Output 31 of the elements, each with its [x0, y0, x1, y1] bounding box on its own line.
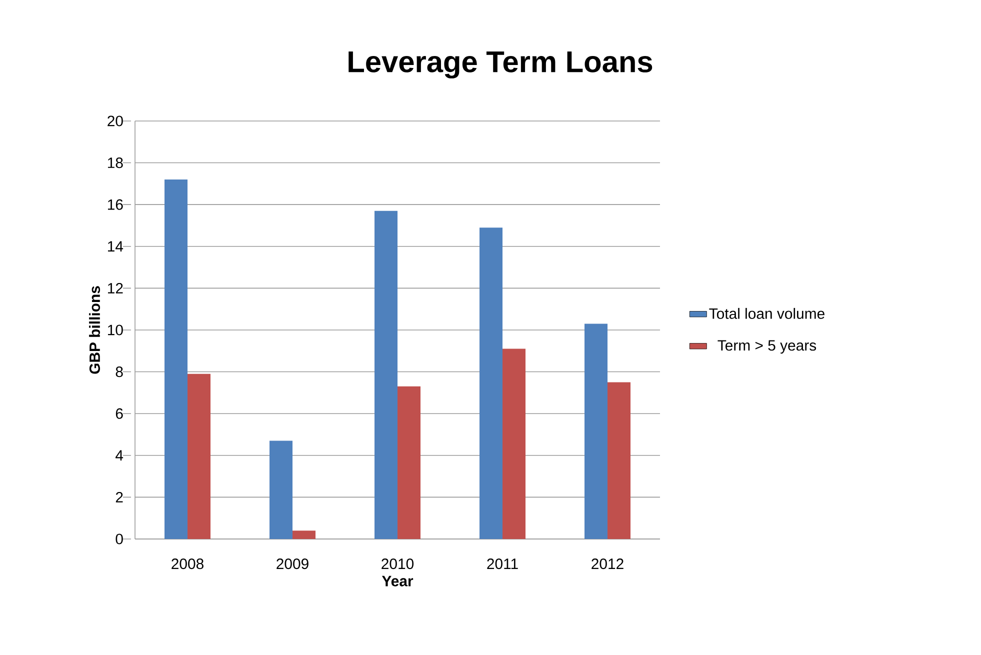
y-tick-label: 18 — [108, 157, 123, 168]
bar — [398, 386, 421, 539]
y-tick-label: 0 — [116, 534, 123, 544]
bar — [480, 228, 503, 539]
bar — [164, 180, 188, 539]
bar — [502, 348, 526, 539]
x-tick-label: 2011 — [487, 558, 518, 570]
y-tick-label: 16 — [108, 199, 123, 210]
x-tick-label: 2008 — [172, 558, 204, 570]
bar — [188, 374, 211, 539]
bar — [608, 382, 631, 539]
y-tick-label: 14 — [108, 241, 124, 252]
x-axis-title: Year — [382, 576, 414, 586]
y-axis-title: GBP billions — [89, 286, 100, 374]
x-tick-label: 2010 — [382, 558, 414, 570]
legend-label: Term > 5 years — [718, 340, 816, 354]
bar — [374, 210, 398, 539]
legend-label: Total loan volume — [709, 308, 824, 319]
y-tick-label: 2 — [116, 492, 123, 502]
bar — [584, 324, 608, 539]
bar — [270, 440, 293, 539]
y-tick-label: 20 — [108, 116, 123, 126]
bar — [292, 530, 316, 539]
chart-title: Leverage Term Loans — [348, 52, 652, 78]
y-tick-label: 10 — [108, 324, 123, 336]
x-tick-label: 2012 — [592, 558, 624, 570]
x-tick-label: 2009 — [276, 558, 308, 570]
y-tick-label: 8 — [116, 366, 123, 378]
y-tick-label: 4 — [116, 450, 124, 461]
y-tick-label: 12 — [108, 282, 123, 294]
y-tick-label: 6 — [116, 408, 123, 419]
